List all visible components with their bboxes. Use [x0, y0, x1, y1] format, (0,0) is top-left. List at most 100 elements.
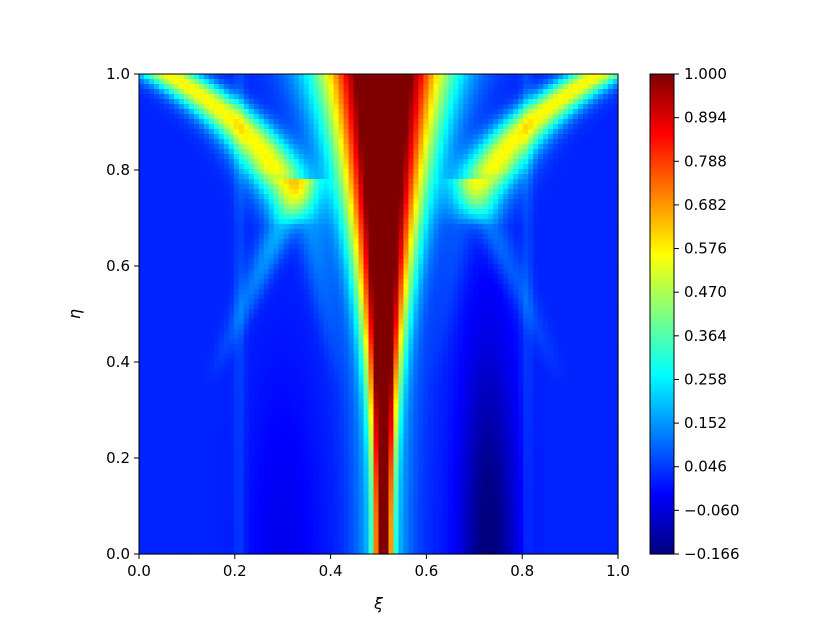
heatmap-cell [323, 74, 330, 80]
heatmap-cell [188, 279, 195, 285]
heatmap-cell [308, 94, 315, 100]
heatmap-cell [428, 224, 434, 230]
heatmap-cell [393, 109, 400, 115]
heatmap-cell [268, 329, 275, 335]
heatmap-cell [203, 304, 210, 310]
heatmap-cell [433, 209, 439, 215]
heatmap-cell [548, 179, 554, 185]
heatmap-cell [608, 74, 614, 80]
heatmap-cell [139, 154, 145, 160]
heatmap-cell [143, 294, 150, 300]
heatmap-cell [413, 249, 420, 255]
heatmap-cell [438, 144, 444, 150]
heatmap-cell [328, 174, 335, 180]
heatmap-cell [343, 154, 350, 160]
heatmap-cell [603, 299, 609, 305]
heatmap-cell [573, 274, 579, 280]
heatmap-cell [418, 204, 425, 210]
heatmap-cell [283, 224, 290, 230]
heatmap-cell [318, 259, 325, 265]
heatmap-cell [383, 279, 390, 285]
heatmap-cell [248, 84, 255, 90]
heatmap-cell [483, 104, 489, 110]
heatmap-cell [358, 124, 365, 130]
heatmap-cell [353, 94, 360, 100]
heatmap-cell [448, 154, 454, 160]
heatmap-cell [193, 234, 200, 240]
heatmap-cell [543, 299, 549, 305]
heatmap-cell [418, 99, 425, 105]
heatmap-cell [158, 114, 165, 120]
heatmap-cell [523, 254, 529, 260]
heatmap-cell [548, 289, 554, 295]
heatmap-cell [243, 244, 250, 250]
heatmap-cell [558, 229, 564, 235]
heatmap-cell [578, 219, 584, 225]
heatmap-cell [498, 314, 504, 320]
heatmap-cell [268, 164, 275, 170]
heatmap-cell [223, 159, 230, 165]
heatmap-cell [363, 214, 370, 220]
heatmap-cell [288, 119, 295, 125]
heatmap-cell [528, 194, 534, 200]
heatmap-cell [178, 284, 185, 290]
heatmap-cell [518, 184, 524, 190]
heatmap-cell [473, 314, 479, 320]
heatmap-cell [333, 104, 340, 110]
heatmap-cell [318, 319, 325, 325]
heatmap-cell [139, 334, 145, 340]
heatmap-cell [533, 159, 539, 165]
heatmap-cell [313, 99, 320, 105]
heatmap-cell [188, 194, 195, 200]
heatmap-cell [393, 84, 400, 90]
heatmap-cell [193, 264, 200, 270]
heatmap-cell [328, 149, 335, 155]
heatmap-cell [139, 129, 145, 135]
heatmap-cell [558, 279, 564, 285]
heatmap-cell [458, 139, 464, 145]
heatmap-cell [528, 214, 534, 220]
heatmap-cell [353, 184, 360, 190]
heatmap-cell [373, 324, 380, 330]
heatmap-cell [308, 169, 315, 175]
heatmap-cell [313, 109, 320, 115]
heatmap-cell [503, 114, 509, 120]
heatmap-cell [603, 164, 609, 170]
heatmap-cell [433, 284, 439, 290]
heatmap-cell [268, 114, 275, 120]
heatmap-cell [238, 249, 245, 255]
heatmap-cell [148, 229, 155, 235]
heatmap-cell [393, 304, 400, 310]
heatmap-cell [483, 139, 489, 145]
heatmap-cell [458, 89, 464, 95]
heatmap-cell [303, 184, 310, 190]
heatmap-cell [413, 79, 420, 85]
heatmap-cell [433, 269, 439, 275]
heatmap-cell [333, 199, 340, 205]
heatmap-cell [148, 244, 155, 250]
heatmap-cell [478, 159, 484, 165]
heatmap-cell [453, 234, 459, 240]
heatmap-cell [578, 99, 584, 105]
heatmap-cell [328, 274, 335, 280]
heatmap-cell [328, 289, 335, 295]
heatmap-cell [288, 234, 295, 240]
heatmap-cell [188, 139, 195, 145]
heatmap-cell [403, 119, 410, 125]
heatmap-cell [139, 74, 145, 80]
heatmap-cell [139, 224, 145, 230]
heatmap-cell [363, 319, 370, 325]
heatmap-cell [593, 269, 599, 275]
heatmap-cell [313, 219, 320, 225]
heatmap-cell [418, 94, 425, 100]
heatmap-cell [448, 99, 454, 105]
heatmap-cell [223, 109, 230, 115]
heatmap-cell [158, 194, 165, 200]
heatmap-cell [263, 129, 270, 135]
heatmap-cell [373, 159, 380, 165]
heatmap-cell [183, 159, 190, 165]
heatmap-cell [393, 179, 400, 185]
heatmap-cell [438, 314, 444, 320]
heatmap-cell [323, 319, 330, 325]
heatmap-cell [423, 284, 429, 290]
